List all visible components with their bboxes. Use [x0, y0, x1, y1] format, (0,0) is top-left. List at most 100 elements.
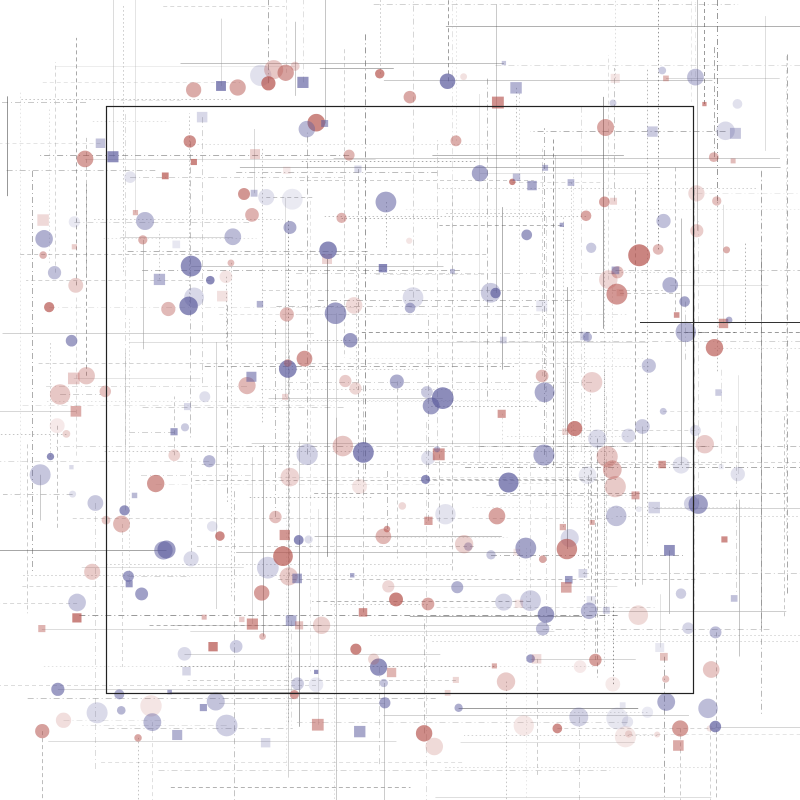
- circle-mark: [47, 266, 62, 280]
- circle-mark: [345, 297, 363, 314]
- circle-mark: [672, 456, 690, 474]
- square-mark: [673, 312, 680, 318]
- circle-mark: [283, 358, 292, 367]
- square-mark: [196, 111, 208, 123]
- circle-mark: [656, 213, 671, 229]
- circle-mark: [343, 149, 355, 161]
- square-mark: [37, 214, 49, 226]
- circle-mark: [708, 152, 719, 163]
- circle-mark: [580, 602, 598, 620]
- circle-mark: [307, 113, 326, 132]
- square-mark: [239, 616, 245, 623]
- circle-mark: [599, 196, 610, 208]
- circle-mark: [273, 546, 293, 567]
- square-mark: [38, 625, 46, 633]
- shape-layer: [29, 60, 745, 756]
- circle-mark: [206, 692, 225, 711]
- square-mark: [664, 544, 675, 556]
- square-mark: [95, 138, 106, 148]
- square-mark: [567, 179, 575, 186]
- circle-mark: [227, 259, 235, 267]
- circle-mark: [552, 723, 563, 734]
- square-mark: [715, 389, 722, 396]
- circle-mark: [283, 220, 297, 234]
- circle-mark: [689, 425, 701, 436]
- square-mark: [201, 614, 207, 620]
- circle-mark: [116, 706, 126, 715]
- circle-mark: [582, 332, 593, 342]
- circle-mark: [451, 581, 464, 594]
- circle-mark: [730, 466, 745, 482]
- square-mark: [250, 149, 261, 160]
- square-mark: [648, 501, 660, 514]
- circle-mark: [471, 165, 488, 182]
- circle-mark: [49, 418, 65, 434]
- circle-mark: [113, 515, 130, 533]
- circle-mark: [369, 658, 388, 676]
- square-mark: [452, 676, 459, 683]
- square-mark: [730, 595, 738, 602]
- circle-mark: [46, 452, 55, 461]
- circle-mark: [352, 478, 367, 494]
- square-mark: [67, 372, 80, 385]
- square-mark: [172, 240, 181, 249]
- circle-mark: [450, 135, 462, 147]
- square-mark: [491, 96, 504, 109]
- square-mark: [125, 580, 133, 588]
- circle-mark: [688, 185, 705, 202]
- square-mark: [311, 718, 324, 731]
- circle-mark: [308, 677, 324, 692]
- circle-mark: [180, 255, 202, 277]
- square-mark: [432, 448, 445, 461]
- square-mark: [663, 75, 669, 82]
- circle-mark: [652, 244, 664, 255]
- square-mark: [673, 740, 684, 751]
- square-mark: [250, 189, 258, 197]
- circle-mark: [199, 391, 211, 403]
- circle-mark: [35, 230, 53, 248]
- circle-mark: [261, 76, 276, 91]
- circle-mark: [154, 541, 173, 560]
- circle-mark: [389, 374, 404, 389]
- circle-mark: [695, 435, 714, 454]
- circle-mark: [404, 302, 416, 314]
- circle-mark: [460, 73, 468, 81]
- circle-mark: [702, 661, 720, 678]
- circle-mark: [599, 270, 618, 289]
- circle-mark: [712, 196, 722, 206]
- circle-mark: [705, 338, 724, 357]
- square-mark: [702, 101, 707, 107]
- square-mark: [564, 575, 573, 584]
- circle-mark: [521, 229, 533, 241]
- circle-mark: [732, 99, 743, 109]
- circle-mark: [421, 386, 433, 398]
- circle-mark: [614, 726, 636, 748]
- square-mark: [72, 613, 82, 623]
- square-mark: [260, 737, 271, 748]
- square-mark: [610, 197, 618, 205]
- circle-mark: [389, 592, 404, 607]
- circle-mark: [606, 707, 629, 730]
- circle-mark: [180, 423, 190, 432]
- circle-mark: [578, 466, 597, 485]
- square-mark: [172, 729, 183, 741]
- square-mark: [616, 289, 624, 297]
- circle-mark: [259, 633, 266, 640]
- square-mark: [208, 642, 218, 652]
- circle-mark: [431, 387, 454, 409]
- circle-mark: [725, 316, 733, 324]
- square-mark: [527, 180, 537, 191]
- circle-mark: [498, 472, 519, 493]
- square-mark: [658, 460, 666, 469]
- square-mark: [562, 428, 569, 435]
- circle-mark: [641, 706, 654, 718]
- circle-mark: [588, 429, 607, 448]
- square-mark: [292, 573, 302, 584]
- circle-mark: [398, 502, 407, 510]
- circle-mark: [49, 384, 71, 405]
- circle-mark: [203, 455, 216, 468]
- square-mark: [578, 569, 588, 578]
- square-mark: [718, 318, 729, 329]
